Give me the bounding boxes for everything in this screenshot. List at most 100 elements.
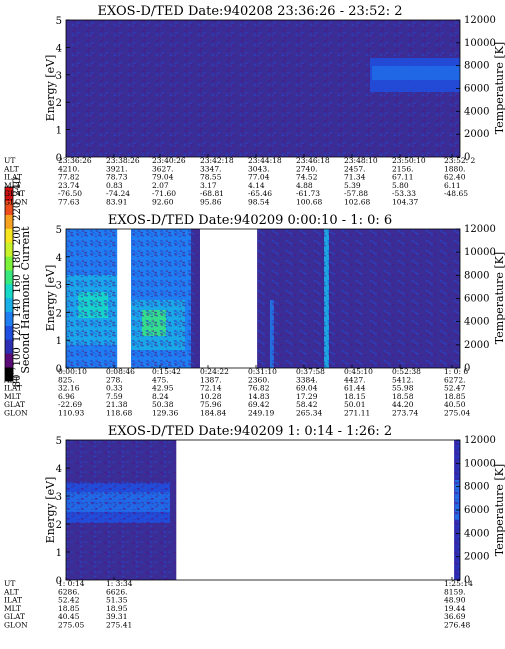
table-row-label: GLON (4, 409, 28, 418)
panel-2-y-right-ticks: 0 2000 4000 6000 8000 10000 12000 (456, 224, 496, 374)
y-right-tick-label: 4000 (464, 106, 489, 117)
table-cell: 129.36 (152, 409, 178, 418)
table-cell: 32.16 (58, 384, 80, 393)
table-row-label: UT (4, 579, 15, 588)
table-cell: 118.68 (106, 409, 132, 418)
table-cell: 23:40:26 (152, 156, 186, 165)
table-cell: 75.96 (200, 400, 222, 409)
table-cell: 3043. (248, 164, 269, 173)
colorbar-tick-label: 240 (12, 177, 23, 196)
table-cell: 273.74 (392, 409, 418, 418)
colorbar-tick-label: 160 (12, 274, 23, 293)
table-cell: 6286. (58, 587, 79, 596)
panel-3-ylabel-right: Temperature [K] (493, 464, 505, 556)
y-right-tick-label: 4000 (464, 528, 489, 539)
table-cell: 62.40 (444, 173, 466, 182)
y-right-tick-label: 12000 (464, 224, 496, 235)
y-right-tick-label: 0 (464, 575, 470, 586)
table-cell: -74.24 (106, 189, 130, 198)
colorbar-cell (5, 339, 13, 354)
colorbar-cell (5, 297, 13, 313)
table-cell: -57.88 (344, 189, 368, 198)
table-cell: 67.11 (392, 173, 413, 182)
table-cell: 0:08:46 (106, 367, 135, 376)
panel-3: EXOS-D/TED Date:940209 1: 0:14 - 1:26: 2… (3, 424, 505, 630)
table-cell: 92.60 (152, 198, 174, 207)
colorbar: 80 100 120 140 160 180 200 220 240 Second Harmon… (4, 177, 32, 387)
colorbar-cell (5, 353, 13, 368)
colorbar-tick-label: 180 (12, 250, 23, 269)
y-right-tick-label: 2000 (464, 552, 489, 563)
table-cell: 3627. (152, 164, 173, 173)
colorbar-label: Second Harmonic Current (19, 226, 32, 374)
colorbar-tick-label: 100 (12, 347, 23, 366)
table-row-label: GLON (4, 198, 28, 207)
table-cell: 18.85 (444, 392, 466, 401)
panel-2-data-gaps (117, 229, 258, 368)
table-cell: 23:50:10 (392, 156, 426, 165)
y-right-tick-label: 6000 (464, 84, 489, 95)
table-cell: 5.39 (344, 181, 361, 190)
panel-3-y-ticks: 0 1 2 3 4 5 (56, 436, 70, 587)
table-cell: 1:25:14 (444, 579, 473, 588)
table-cell: 95.86 (200, 198, 222, 207)
table-cell: 23:38:26 (106, 156, 140, 165)
table-cell: -22.69 (58, 400, 82, 409)
table-cell: 18.85 (58, 604, 80, 613)
table-cell: 7.59 (106, 392, 123, 401)
y-right-tick-label: 6000 (464, 294, 489, 305)
y-tick-label: 0 (56, 153, 62, 164)
table-cell: -61.73 (296, 189, 320, 198)
y-tick-label: 4 (56, 43, 62, 54)
panel-1-y-ticks: 0 1 2 3 4 5 (56, 16, 70, 164)
table-cell: 1387. (200, 375, 221, 384)
table-cell: 77.82 (58, 173, 80, 182)
y-tick-label: 5 (56, 436, 62, 447)
table-row-label: MLT (4, 604, 21, 613)
table-cell: 1: 0:14 (58, 579, 85, 588)
table-cell: 102.68 (344, 198, 370, 207)
table-row-label: UT (4, 156, 15, 165)
colorbar-cells (5, 187, 13, 382)
table-row-label: UT (4, 367, 15, 376)
table-row-label: ALT (3, 587, 19, 596)
panel-2-ylabel-right: Temperature [K] (493, 252, 505, 344)
table-cell: 0:52:38 (392, 367, 421, 376)
table-cell: 0:45:10 (344, 367, 373, 376)
table-cell: 278. (106, 375, 123, 384)
colorbar-cell (5, 228, 13, 243)
table-cell: 1: 0: 6 (444, 367, 468, 376)
panel-2-orbit-table: UT 0:00:10 0:08:46 0:15:42 0:24:22 0:31:10 0:3… (3, 365, 470, 418)
table-cell: 23:36:26 (58, 156, 92, 165)
colorbar-cell (5, 200, 13, 216)
table-cell: 6.11 (444, 181, 461, 190)
table-cell: 23:46:18 (296, 156, 330, 165)
table-cell: 18.58 (392, 392, 414, 401)
table-cell: 23:42:18 (200, 156, 234, 165)
panel-1: EXOS-D/TED Date:940208 23:36:26 - 23:52:… (3, 4, 505, 207)
table-cell: 2360. (248, 375, 269, 384)
table-cell: 23:48:10 (344, 156, 378, 165)
colorbar-frame (4, 186, 14, 382)
panel-3-title: EXOS-D/TED Date:940209 1: 0:14 - 1:26: 2 (108, 424, 392, 439)
table-cell: 6.96 (58, 392, 75, 401)
table-cell: 475. (152, 375, 169, 384)
colorbar-tick-label: 200 (12, 226, 23, 245)
table-cell: 69.42 (248, 400, 270, 409)
table-cell: 21.38 (106, 400, 128, 409)
panel-3-y-right-ticks: 0 2000 4000 6000 8000 10000 12000 (456, 435, 496, 586)
table-cell: 58.42 (296, 400, 318, 409)
panel-2-title: EXOS-D/TED Date:940209 0:00:10 - 1: 0: 6 (108, 213, 392, 228)
table-row-label: ALT (3, 164, 19, 173)
colorbar-cell (5, 242, 13, 257)
panel-2-spectrogram-texture (66, 229, 460, 368)
data-gap (200, 229, 258, 368)
y-tick-label: 3 (56, 281, 62, 292)
y-tick-label: 4 (56, 253, 62, 264)
table-cell: 100.68 (296, 198, 322, 207)
table-cell: 6626. (106, 587, 127, 596)
panel-1-ylabel-right: Temperature [K] (493, 42, 505, 134)
table-cell: 3384. (296, 375, 317, 384)
table-row-label: MLT (4, 392, 21, 401)
